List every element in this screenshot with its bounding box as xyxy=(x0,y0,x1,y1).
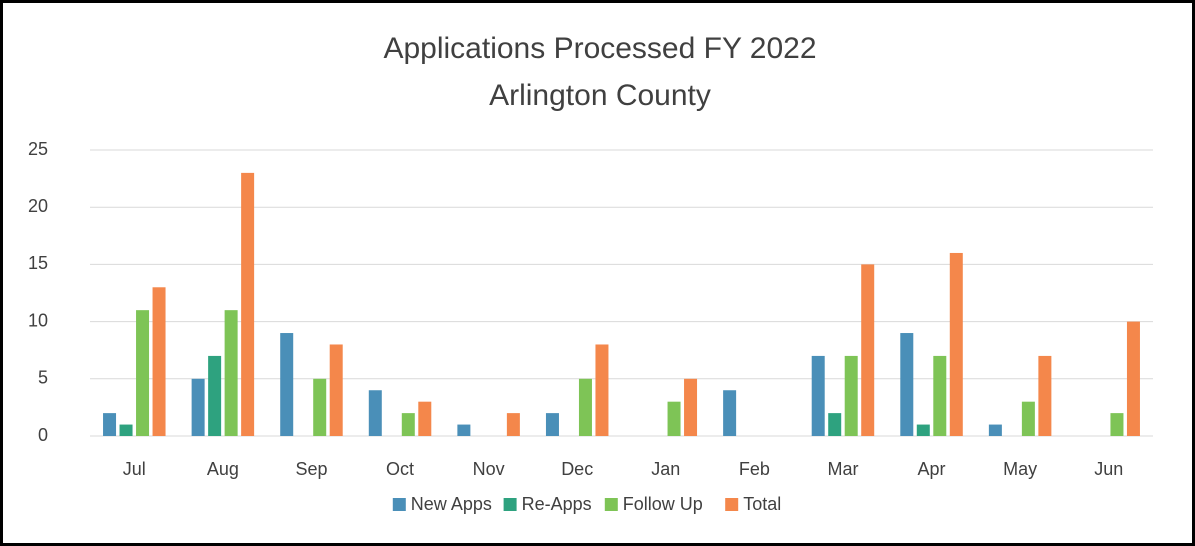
bar xyxy=(368,390,382,436)
y-tick-label: 5 xyxy=(38,368,48,388)
bar xyxy=(224,310,238,436)
bar xyxy=(1110,413,1124,436)
bar xyxy=(844,355,858,436)
y-tick-label: 10 xyxy=(28,310,48,330)
bar xyxy=(861,264,875,436)
bar xyxy=(241,172,255,436)
x-tick-label: Oct xyxy=(386,459,414,479)
legend-swatch xyxy=(392,498,406,511)
bar xyxy=(418,401,432,436)
bar xyxy=(313,378,327,436)
x-tick-label: Jun xyxy=(1094,459,1123,479)
y-tick-label: 15 xyxy=(28,253,48,273)
legend-swatch xyxy=(503,498,517,511)
bar xyxy=(916,424,930,436)
x-tick-label: Jul xyxy=(123,459,146,479)
x-tick-label: Nov xyxy=(473,459,505,479)
bar xyxy=(457,424,471,436)
bar xyxy=(208,355,222,436)
legend-label: Re-Apps xyxy=(522,494,592,514)
bar xyxy=(119,424,133,436)
legend-label: Follow Up xyxy=(623,494,703,514)
bar xyxy=(828,413,842,436)
bar xyxy=(103,413,117,436)
x-tick-label: Dec xyxy=(561,459,593,479)
bar xyxy=(578,378,592,436)
legend-swatch xyxy=(604,498,618,511)
bar xyxy=(329,344,343,436)
bar xyxy=(401,413,415,436)
x-tick-label: Apr xyxy=(918,459,946,479)
bar xyxy=(136,310,150,436)
chart-title: Applications Processed FY 2022 xyxy=(383,32,816,65)
bar xyxy=(988,424,1002,436)
bar xyxy=(900,333,914,436)
bar xyxy=(933,355,947,436)
y-tick-label: 0 xyxy=(38,425,48,445)
x-tick-label: Sep xyxy=(295,459,327,479)
bar xyxy=(152,287,166,436)
bar xyxy=(191,378,205,436)
x-tick-label: Mar xyxy=(827,459,858,479)
y-tick-label: 20 xyxy=(28,196,48,216)
x-tick-label: Aug xyxy=(207,459,239,479)
bar xyxy=(1038,355,1052,436)
legend-label: New Apps xyxy=(411,494,492,514)
legend-swatch xyxy=(725,498,739,511)
bar xyxy=(280,333,294,436)
chart-subtitle: Arlington County xyxy=(489,79,711,112)
bar xyxy=(723,390,737,436)
bar xyxy=(949,252,963,436)
bar xyxy=(811,355,825,436)
bar xyxy=(667,401,681,436)
bar xyxy=(684,378,698,436)
x-tick-label: Jan xyxy=(651,459,680,479)
y-tick-label: 25 xyxy=(28,139,48,159)
bar xyxy=(595,344,609,436)
bar xyxy=(506,413,520,436)
bar xyxy=(545,413,559,436)
x-tick-label: May xyxy=(1003,459,1037,479)
x-tick-label: Feb xyxy=(739,459,770,479)
bar xyxy=(1126,321,1140,436)
legend-label: Total xyxy=(743,494,781,514)
bar xyxy=(1021,401,1035,436)
